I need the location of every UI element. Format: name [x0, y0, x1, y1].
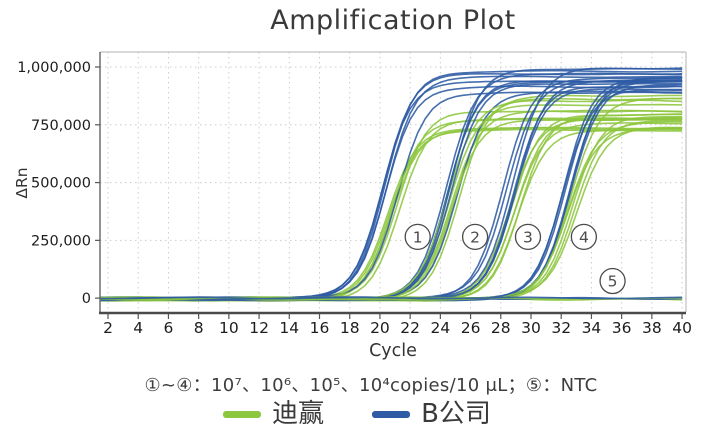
- amplification-curve: [100, 118, 683, 302]
- x-tick-label: 30: [521, 319, 541, 337]
- group-annotation-digit: 1: [413, 228, 423, 246]
- group-annotations: 1 2 3 4 5: [404, 223, 626, 295]
- x-axis-label: Cycle: [369, 341, 417, 361]
- y-axis-label: ΔRn: [13, 167, 31, 198]
- amplification-curve: [100, 113, 683, 302]
- gridlines: [100, 52, 686, 312]
- caption: ①~④：10⁷、10⁶、10⁵、10⁴copies/10 μL；⑤：NTC: [144, 375, 598, 396]
- group-annotation-digit: 3: [523, 228, 533, 246]
- amplification-curve: [100, 118, 683, 301]
- x-tick-label: 32: [551, 319, 571, 337]
- legend-item-diying: 迪赢: [223, 401, 324, 427]
- legend-swatch-green-icon: [223, 410, 262, 418]
- amplification-curve: [100, 103, 683, 301]
- x-tick-label: 28: [491, 319, 511, 337]
- amplification-curve: [100, 113, 683, 301]
- amplification-curve: [100, 80, 683, 299]
- x-tick-label: 6: [163, 319, 173, 337]
- x-tick-label: 40: [672, 319, 692, 337]
- group-annotation-digit: 2: [470, 228, 480, 246]
- legend-swatch-blue-icon: [372, 410, 411, 418]
- group-annotation-circle-icon: [599, 267, 626, 295]
- legend-item-company-b: B公司: [372, 401, 491, 427]
- plot-border: [99, 51, 687, 315]
- amplification-curve: [100, 79, 683, 301]
- x-tick-label: 36: [612, 319, 632, 337]
- amplification-curve: [100, 296, 683, 300]
- x-tick-label: 10: [219, 319, 239, 337]
- amplification-curve: [100, 121, 683, 300]
- legend-label-company-b: B公司: [421, 399, 491, 429]
- x-tick-label: 24: [430, 319, 450, 337]
- group-annotation-circle-icon: [461, 223, 489, 251]
- y-tick-label: 1,000,000: [17, 60, 91, 76]
- amplification-curves: [100, 67, 683, 302]
- group-annotation-circle-icon: [404, 223, 431, 251]
- x-tick-label: 8: [194, 319, 204, 337]
- amplification-curve: [100, 296, 683, 301]
- amplification-curve: [100, 79, 683, 301]
- amplification-curve: [100, 110, 683, 300]
- y-tick-label: 500,000: [31, 176, 91, 192]
- chart-title: Amplification Plot: [270, 5, 516, 36]
- amplification-curve: [100, 118, 683, 301]
- x-tick-label: 14: [279, 319, 299, 337]
- x-tick-label: 38: [642, 319, 662, 337]
- amplification-curve: [100, 115, 683, 301]
- amplification-curve: [100, 94, 683, 302]
- group-annotation-circle-icon: [514, 223, 542, 251]
- amplification-curve: [100, 80, 683, 300]
- x-tick-label: 20: [370, 319, 390, 337]
- x-tick-label: 12: [249, 319, 269, 337]
- amplification-curve: [100, 109, 683, 300]
- legend: 迪赢 B公司: [0, 401, 714, 427]
- group-annotation-digit: 4: [579, 228, 589, 246]
- y-tick-label: 0: [82, 291, 91, 307]
- amplification-curve: [100, 117, 683, 302]
- x-tick-label: 22: [400, 319, 420, 337]
- axis-ticks: [95, 66, 683, 319]
- y-tick-label: 750,000: [31, 118, 91, 134]
- x-tick-label: 34: [582, 319, 602, 337]
- amplification-curve: [100, 116, 683, 301]
- x-tick-label: 16: [310, 319, 330, 337]
- x-tick-label: 4: [133, 319, 143, 337]
- group-annotation-circle-icon: [570, 223, 598, 251]
- y-tick-label: 250,000: [31, 233, 91, 249]
- x-tick-label: 26: [461, 319, 481, 337]
- x-tick-label: 18: [340, 319, 360, 337]
- group-annotation-digit: 5: [608, 273, 618, 291]
- x-tick-label: 2: [103, 319, 113, 337]
- legend-label-diying: 迪赢: [272, 399, 325, 429]
